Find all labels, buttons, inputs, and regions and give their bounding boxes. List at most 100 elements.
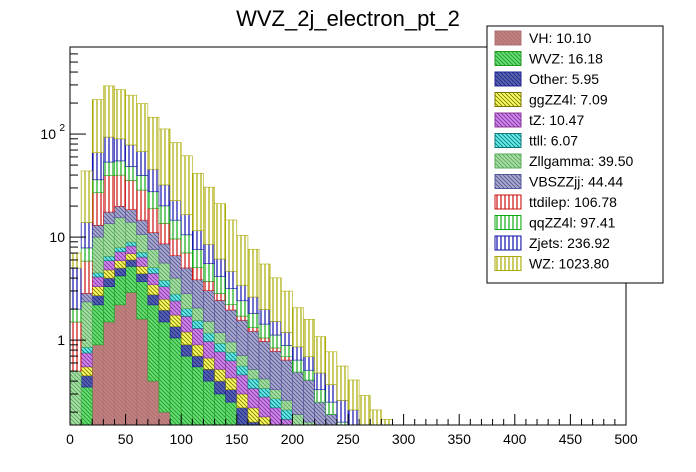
bar-wz-bin-12 (203, 186, 215, 245)
bar-tz-bin-5 (125, 245, 138, 254)
bar-zllgamma-bin-17 (258, 378, 271, 389)
bar-ttll-bin-3 (103, 256, 115, 261)
bar-vbszzjj-bin-4 (114, 206, 126, 219)
bar-wz-bin-22 (314, 336, 327, 374)
bar-tz-bin-10 (180, 316, 193, 333)
bar-tz-bin-1 (80, 352, 93, 368)
bar-wz-bin-6 (136, 103, 149, 152)
bar-ggzz4l-bin-14 (225, 377, 238, 391)
bar-qqzz4l-bin-1 (80, 247, 93, 262)
bar-wz-bin-15 (236, 234, 249, 286)
bar-ttdilep-bin-14 (225, 304, 238, 311)
bar-qqzz4l-bin-20 (292, 359, 304, 373)
bar-other-bin-12 (203, 369, 215, 382)
bar-ggzz4l-bin-5 (125, 253, 138, 261)
bar-vbszzjj-bin-18 (269, 350, 282, 391)
bar-wz-bin-10 (180, 155, 193, 215)
bars-layer (69, 85, 393, 426)
bar-zjets-bin-2 (91, 152, 104, 181)
bar-tz-bin-6 (136, 256, 149, 267)
bar-wvz-bin-7 (147, 304, 160, 382)
bar-other-bin-8 (158, 309, 171, 323)
bar-wvz-bin-2 (91, 304, 104, 346)
bar-wvz-bin-10 (180, 355, 193, 426)
bar-ttll-bin-13 (214, 343, 226, 353)
bar-other-bin-10 (180, 344, 193, 357)
bar-ggzz4l-bin-13 (214, 369, 226, 382)
legend-label-zllgamma: Zllgamma: 39.50 (529, 153, 633, 169)
bar-ttdilep-bin-10 (180, 252, 193, 269)
bar-ttll-bin-11 (192, 320, 204, 329)
bar-tz-bin-18 (269, 407, 282, 426)
bar-other-bin-5 (125, 259, 138, 267)
bar-zllgamma-bin-10 (180, 293, 193, 309)
bar-qqzz4l-bin-8 (158, 205, 171, 224)
bar-wvz-bin-9 (169, 337, 182, 426)
bar-qqzz4l-bin-10 (180, 234, 193, 254)
bar-ggzz4l-bin-7 (147, 284, 160, 296)
bar-wz-bin-0 (69, 252, 82, 269)
bar-zllgamma-bin-16 (247, 369, 260, 380)
bar-other-bin-9 (169, 326, 182, 339)
bar-other-bin-1 (80, 375, 93, 388)
legend-swatch-vbszzjj (494, 174, 522, 189)
bar-ttll-bin-7 (147, 267, 160, 274)
bar-zjets-bin-9 (169, 200, 182, 221)
bar-wz-bin-27 (369, 409, 382, 426)
bar-ttdilep-bin-15 (236, 315, 249, 321)
bar-ttdilep-bin-8 (158, 223, 171, 245)
x-tick-label: 300 (392, 431, 416, 447)
bar-wz-bin-26 (358, 395, 371, 426)
bar-other-bin-4 (114, 267, 126, 277)
bar-vh-bin-7 (147, 380, 160, 426)
bar-qqzz4l-bin-9 (169, 219, 182, 240)
bar-zjets-bin-16 (247, 296, 260, 314)
bar-zjets-bin-8 (158, 184, 171, 207)
legend-label-wz: WZ: 1023.80 (529, 256, 609, 272)
bar-wvz-bin-4 (114, 275, 126, 306)
bar-ttdilep-bin-4 (114, 174, 126, 207)
bar-zjets-bin-5 (125, 144, 138, 167)
bar-wz-bin-4 (114, 89, 126, 140)
bar-qqzz4l-bin-4 (114, 160, 126, 176)
bar-vbszzjj-bin-21 (303, 379, 315, 423)
bar-ttll-bin-10 (180, 308, 193, 317)
bar-ttdilep-bin-6 (136, 189, 149, 221)
bar-wz-bin-18 (269, 277, 282, 322)
bar-qqzz4l-bin-12 (203, 263, 215, 282)
bar-vh-bin-2 (91, 344, 104, 426)
bar-ttdilep-bin-5 (125, 180, 138, 210)
bar-ggzz4l-bin-8 (158, 298, 171, 311)
legend-swatch-ttll (494, 133, 522, 148)
bar-tz-bin-4 (114, 251, 126, 261)
bar-zjets-bin-0 (69, 267, 82, 310)
legend-swatch-ggzz4l (494, 92, 522, 107)
bar-qqzz4l-bin-17 (258, 323, 271, 339)
bar-ggzz4l-bin-10 (180, 331, 193, 346)
bar-zjets-bin-14 (225, 270, 238, 289)
bar-ttll-bin-5 (125, 241, 138, 247)
bar-other-bin-13 (214, 380, 226, 395)
y-tick-label-exponent: 2 (59, 123, 65, 134)
bar-ttdilep-bin-7 (147, 207, 160, 233)
bar-wz-bin-20 (292, 307, 304, 348)
x-tick-label: 200 (281, 431, 305, 447)
bar-qqzz4l-bin-11 (192, 249, 204, 268)
bar-zjets-bin-7 (147, 168, 160, 193)
bar-ggzz4l-bin-15 (236, 393, 249, 409)
bar-qqzz4l-bin-2 (91, 179, 104, 193)
bar-vbszzjj-bin-23 (325, 414, 338, 426)
bar-vbszzjj-bin-16 (247, 330, 260, 370)
bar-qqzz4l-bin-18 (269, 334, 282, 349)
series-zjets (69, 136, 360, 426)
bar-wz-bin-11 (192, 173, 204, 231)
bar-other-bin-15 (236, 407, 249, 426)
bar-tz-bin-15 (236, 374, 249, 395)
bar-zjets-bin-23 (325, 384, 338, 403)
bar-tz-bin-12 (203, 341, 215, 359)
bar-ttll-bin-15 (236, 365, 249, 376)
legend-label-ttll: ttll: 6.07 (529, 133, 578, 149)
bar-ggzz4l-bin-12 (203, 357, 215, 370)
bar-zllgamma-bin-19 (280, 400, 293, 411)
